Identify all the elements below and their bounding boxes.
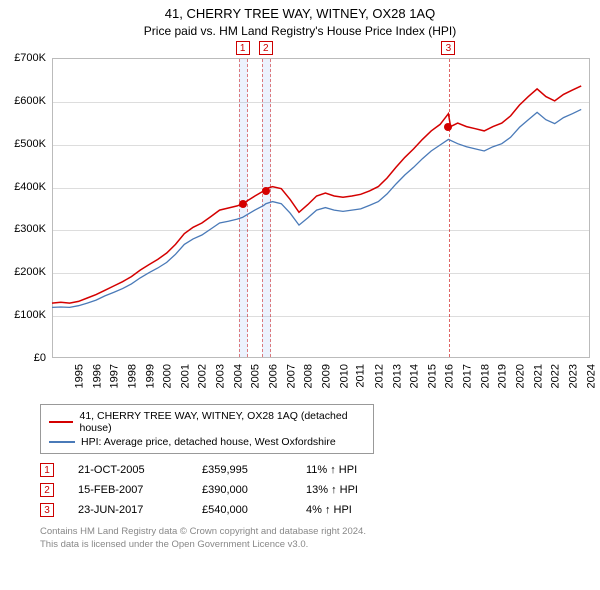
- x-tick-label: 2011: [355, 364, 367, 388]
- x-tick-label: 2019: [497, 364, 509, 388]
- title-block: 41, CHERRY TREE WAY, WITNEY, OX28 1AQ Pr…: [0, 0, 600, 40]
- legend-swatch: [49, 421, 73, 423]
- x-tick-label: 1998: [126, 364, 138, 388]
- x-tick-label: 1996: [91, 364, 103, 388]
- x-tick-label: 2000: [162, 364, 174, 388]
- event-number-box: 1: [236, 41, 250, 55]
- event-pct: 11% ↑ HPI: [306, 464, 386, 476]
- x-tick-label: 2009: [320, 364, 332, 388]
- x-tick-label: 2001: [179, 364, 191, 388]
- legend-item: 41, CHERRY TREE WAY, WITNEY, OX28 1AQ (d…: [49, 409, 365, 435]
- legend-label: 41, CHERRY TREE WAY, WITNEY, OX28 1AQ (d…: [79, 410, 365, 434]
- series-svg: [0, 40, 592, 360]
- chart-area: £0£100K£200K£300K£400K£500K£600K£700K199…: [0, 40, 600, 400]
- legend-swatch: [49, 441, 75, 443]
- event-number-box: 1: [40, 463, 54, 477]
- event-price: £359,995: [202, 464, 282, 476]
- legend-label: HPI: Average price, detached house, West…: [81, 436, 336, 448]
- footer-line: Contains HM Land Registry data © Crown c…: [40, 526, 570, 539]
- x-tick-label: 2023: [567, 364, 579, 388]
- event-date: 21-OCT-2005: [78, 464, 178, 476]
- x-tick-label: 2002: [197, 364, 209, 388]
- page-subtitle: Price paid vs. HM Land Registry's House …: [0, 24, 600, 38]
- x-tick-label: 2016: [444, 364, 456, 388]
- table-row: 2 15-FEB-2007 £390,000 13% ↑ HPI: [40, 480, 570, 500]
- legend-item: HPI: Average price, detached house, West…: [49, 435, 365, 449]
- event-number-box: 2: [259, 41, 273, 55]
- x-tick-label: 2008: [303, 364, 315, 388]
- event-number-box: 2: [40, 483, 54, 497]
- x-tick-label: 2010: [338, 364, 350, 388]
- event-price: £540,000: [202, 504, 282, 516]
- x-tick-label: 2012: [373, 364, 385, 388]
- x-tick-label: 1997: [109, 364, 121, 388]
- event-date: 15-FEB-2007: [78, 484, 178, 496]
- page-title: 41, CHERRY TREE WAY, WITNEY, OX28 1AQ: [0, 6, 600, 21]
- x-tick-label: 2018: [479, 364, 491, 388]
- x-tick-label: 2005: [250, 364, 262, 388]
- x-tick-label: 2006: [268, 364, 280, 388]
- x-tick-label: 1995: [73, 364, 85, 388]
- x-tick-label: 2021: [532, 364, 544, 388]
- legend: 41, CHERRY TREE WAY, WITNEY, OX28 1AQ (d…: [40, 404, 374, 454]
- page-container: 41, CHERRY TREE WAY, WITNEY, OX28 1AQ Pr…: [0, 0, 600, 552]
- event-price: £390,000: [202, 484, 282, 496]
- table-row: 3 23-JUN-2017 £540,000 4% ↑ HPI: [40, 500, 570, 520]
- event-dot: [239, 200, 247, 208]
- event-date: 23-JUN-2017: [78, 504, 178, 516]
- event-number-box: 3: [441, 41, 455, 55]
- x-tick-label: 2024: [585, 364, 597, 388]
- x-tick-label: 2014: [409, 364, 421, 388]
- x-tick-label: 2007: [285, 364, 297, 388]
- events-table: 1 21-OCT-2005 £359,995 11% ↑ HPI 2 15-FEB-200…: [40, 460, 570, 520]
- x-tick-label: 1999: [144, 364, 156, 388]
- x-tick-label: 2015: [426, 364, 438, 388]
- event-dot: [444, 123, 452, 131]
- series-subject: [52, 86, 581, 303]
- x-tick-label: 2003: [215, 364, 227, 388]
- x-tick-label: 2004: [232, 364, 244, 388]
- event-pct: 13% ↑ HPI: [306, 484, 386, 496]
- x-tick-label: 2020: [514, 364, 526, 388]
- footer-line: This data is licensed under the Open Gov…: [40, 539, 570, 552]
- series-hpi: [52, 109, 581, 307]
- x-tick-label: 2013: [391, 364, 403, 388]
- event-number-box: 3: [40, 503, 54, 517]
- x-tick-label: 2022: [550, 364, 562, 388]
- x-tick-label: 2017: [462, 364, 474, 388]
- event-dot: [262, 187, 270, 195]
- footer: Contains HM Land Registry data © Crown c…: [40, 526, 570, 552]
- event-pct: 4% ↑ HPI: [306, 504, 386, 516]
- table-row: 1 21-OCT-2005 £359,995 11% ↑ HPI: [40, 460, 570, 480]
